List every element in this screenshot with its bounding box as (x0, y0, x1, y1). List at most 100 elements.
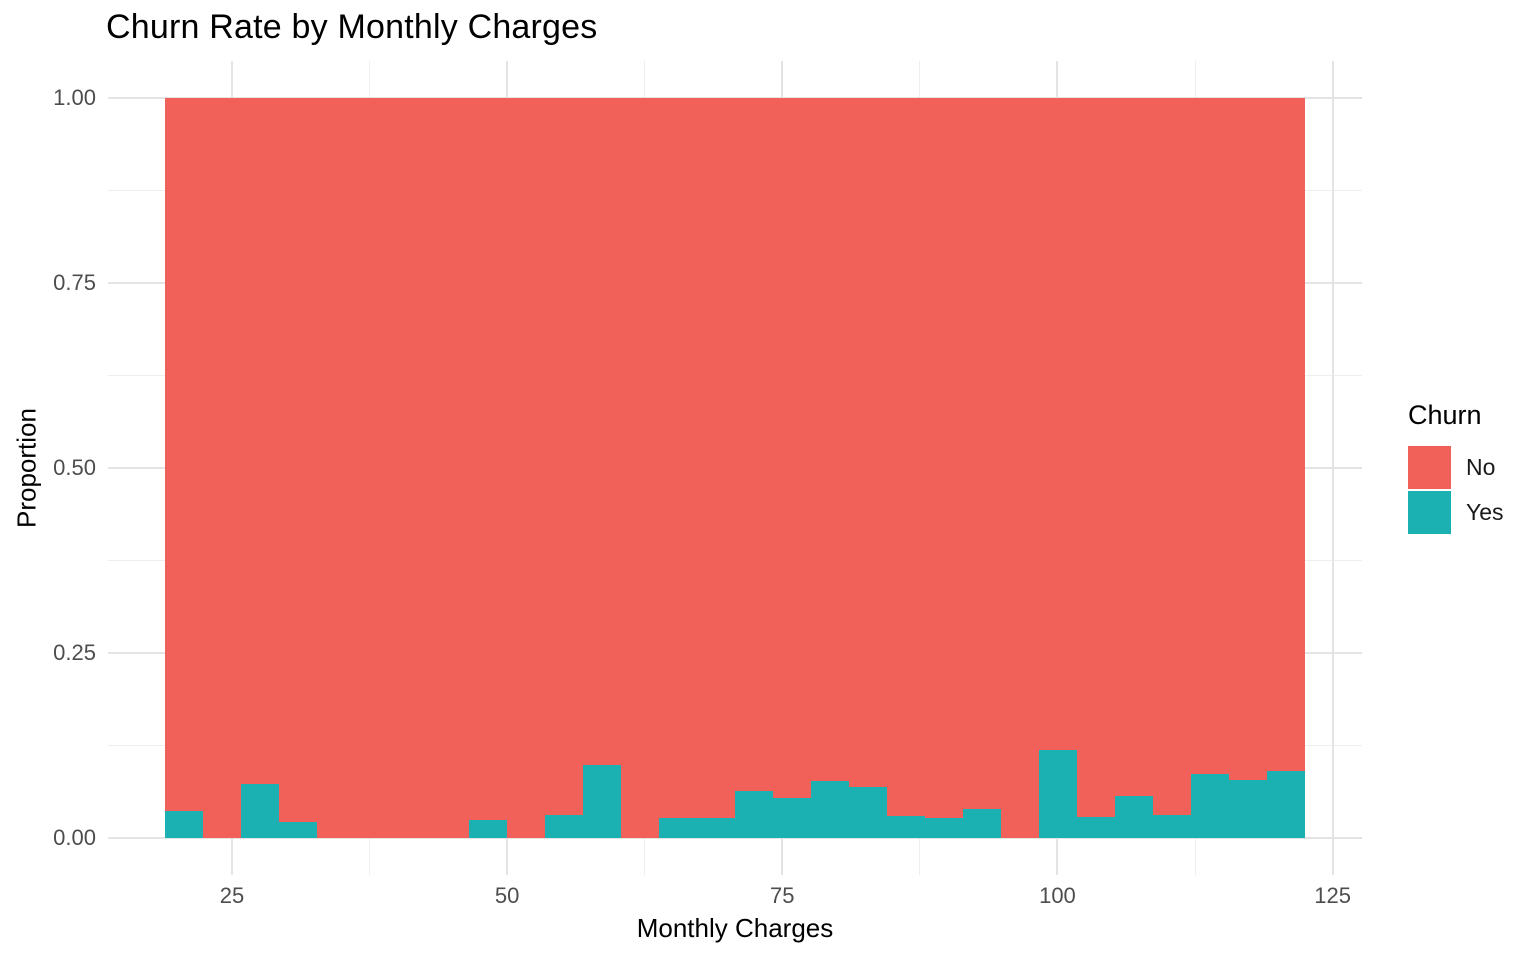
bar-segment-no (1267, 98, 1305, 771)
y-tick-label: 0.50 (53, 455, 96, 480)
histogram-bar (203, 98, 241, 838)
bar-segment-yes (1039, 750, 1077, 838)
y-tick-label: 0.00 (53, 825, 96, 850)
bar-segment-no (583, 98, 621, 765)
bar-segment-no (507, 98, 545, 838)
bar-segment-no (431, 98, 469, 838)
bar-segment-no (203, 98, 241, 838)
chart-title: Churn Rate by Monthly Charges (106, 8, 598, 46)
bar-segment-no (621, 98, 659, 838)
x-tick-label: 75 (770, 883, 795, 908)
bar-segment-yes (241, 784, 279, 838)
bar-segment-no (1077, 98, 1115, 817)
histogram-bar (1191, 98, 1229, 838)
histogram-bar (773, 98, 811, 838)
x-tick-label: 50 (494, 883, 520, 908)
bar-segment-yes (545, 815, 583, 838)
bar-segment-yes (963, 809, 1001, 838)
bar-segment-yes (1077, 817, 1115, 838)
bar-segment-no (1115, 98, 1153, 796)
bar-segment-yes (1229, 780, 1267, 838)
bar-segment-yes (659, 818, 697, 838)
histogram-bar (621, 98, 659, 838)
bar-segment-yes (1191, 774, 1229, 838)
bar-segment-no (317, 98, 355, 838)
bar-segment-yes (279, 822, 317, 838)
bar-segment-yes (887, 816, 925, 838)
legend-title: Churn (1408, 400, 1482, 430)
bar-segment-no (887, 98, 925, 816)
y-tick-label: 0.25 (53, 640, 96, 665)
histogram-bar (431, 98, 469, 838)
legend-key-swatch (1408, 491, 1451, 534)
bar-segment-yes (1115, 796, 1153, 838)
histogram-bar (1229, 98, 1267, 838)
histogram-bar (583, 98, 621, 838)
x-axis-title: Monthly Charges (636, 913, 834, 943)
histogram-bar (1077, 98, 1115, 838)
bar-segment-no (1153, 98, 1191, 815)
bar-segment-no (1039, 98, 1077, 750)
bar-segment-no (811, 98, 849, 781)
histogram-bar (1001, 98, 1039, 838)
histogram-bar (1115, 98, 1153, 838)
legend-key-swatch (1408, 446, 1451, 489)
bar-segment-yes (925, 818, 963, 838)
y-axis-title: Proportion (11, 408, 42, 528)
histogram-bar (659, 98, 697, 838)
x-tick-label: 100 (1039, 883, 1076, 908)
histogram-bar (165, 98, 203, 838)
bar-segment-no (393, 98, 431, 838)
bar-segment-yes (849, 787, 887, 838)
bar-segment-yes (165, 811, 203, 838)
legend-item-label: No (1466, 454, 1496, 480)
bar-segment-yes (811, 781, 849, 838)
legend-items: No Yes (1408, 446, 1504, 534)
bar-segment-no (355, 98, 393, 838)
histogram-bar (355, 98, 393, 838)
x-tick-label: 125 (1314, 883, 1351, 908)
histogram-bar (317, 98, 355, 838)
bar-segment-yes (773, 798, 811, 838)
bar-segment-no (1229, 98, 1267, 780)
bar-segment-no (773, 98, 811, 798)
bar-segment-yes (1267, 771, 1305, 838)
histogram-bar (735, 98, 773, 838)
bar-segment-no (697, 98, 735, 818)
histogram-bar (963, 98, 1001, 838)
x-tick-label: 25 (219, 883, 245, 908)
x-major-gridline (1331, 61, 1334, 875)
histogram-bar (469, 98, 507, 838)
legend-item-label: Yes (1466, 499, 1504, 525)
y-major-gridline (108, 837, 1362, 839)
bar-segment-no (1191, 98, 1229, 774)
bar-segment-no (735, 98, 773, 791)
legend-item: No (1408, 446, 1504, 489)
bar-segment-no (849, 98, 887, 787)
bar-segment-no (469, 98, 507, 820)
histogram-bar (1039, 98, 1077, 838)
legend: Churn No Yes (1408, 400, 1504, 536)
bar-segment-no (963, 98, 1001, 809)
bar-segment-yes (583, 765, 621, 838)
bar-segment-no (659, 98, 697, 818)
bar-segment-yes (697, 818, 735, 838)
bar-segment-no (925, 98, 963, 818)
histogram-bar (925, 98, 963, 838)
plot-panel (108, 61, 1362, 875)
histogram-bar (849, 98, 887, 838)
y-tick-label: 1.00 (53, 85, 96, 110)
legend-item: Yes (1408, 491, 1504, 534)
y-tick-label: 0.75 (53, 270, 96, 295)
histogram-bar (545, 98, 583, 838)
bar-segment-no (279, 98, 317, 822)
bar-segment-no (165, 98, 203, 811)
bar-segment-yes (469, 820, 507, 838)
histogram-bar (1267, 98, 1305, 838)
histogram-bar (811, 98, 849, 838)
histogram-bar (887, 98, 925, 838)
bar-segment-yes (735, 791, 773, 838)
bar-segment-no (545, 98, 583, 815)
histogram-bar (279, 98, 317, 838)
